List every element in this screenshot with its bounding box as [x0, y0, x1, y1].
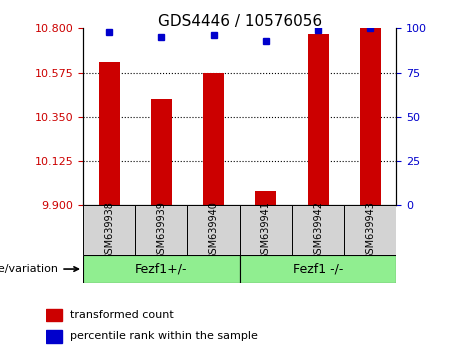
- FancyBboxPatch shape: [240, 255, 396, 283]
- FancyBboxPatch shape: [240, 205, 292, 255]
- Text: transformed count: transformed count: [70, 310, 173, 320]
- Bar: [151, 99, 172, 205]
- FancyBboxPatch shape: [135, 205, 188, 255]
- FancyBboxPatch shape: [83, 255, 240, 283]
- Text: genotype/variation: genotype/variation: [0, 264, 78, 274]
- FancyBboxPatch shape: [188, 205, 240, 255]
- Text: Fezf1 -/-: Fezf1 -/-: [293, 263, 343, 275]
- Text: GSM639941: GSM639941: [261, 201, 271, 259]
- Bar: [203, 73, 224, 205]
- Bar: [46, 309, 62, 321]
- Bar: [46, 330, 62, 343]
- FancyBboxPatch shape: [292, 205, 344, 255]
- Bar: [307, 34, 329, 205]
- FancyBboxPatch shape: [344, 205, 396, 255]
- FancyBboxPatch shape: [83, 205, 135, 255]
- Text: GSM639940: GSM639940: [208, 201, 219, 259]
- Bar: [255, 190, 276, 205]
- Bar: [360, 28, 381, 205]
- Text: Fezf1+/-: Fezf1+/-: [135, 263, 188, 275]
- Bar: [99, 62, 119, 205]
- Text: GSM639939: GSM639939: [156, 201, 166, 259]
- Text: GSM639938: GSM639938: [104, 201, 114, 259]
- Text: percentile rank within the sample: percentile rank within the sample: [70, 331, 258, 341]
- Text: GSM639943: GSM639943: [365, 201, 375, 259]
- Text: GDS4446 / 10576056: GDS4446 / 10576056: [158, 14, 322, 29]
- Text: GSM639942: GSM639942: [313, 201, 323, 259]
